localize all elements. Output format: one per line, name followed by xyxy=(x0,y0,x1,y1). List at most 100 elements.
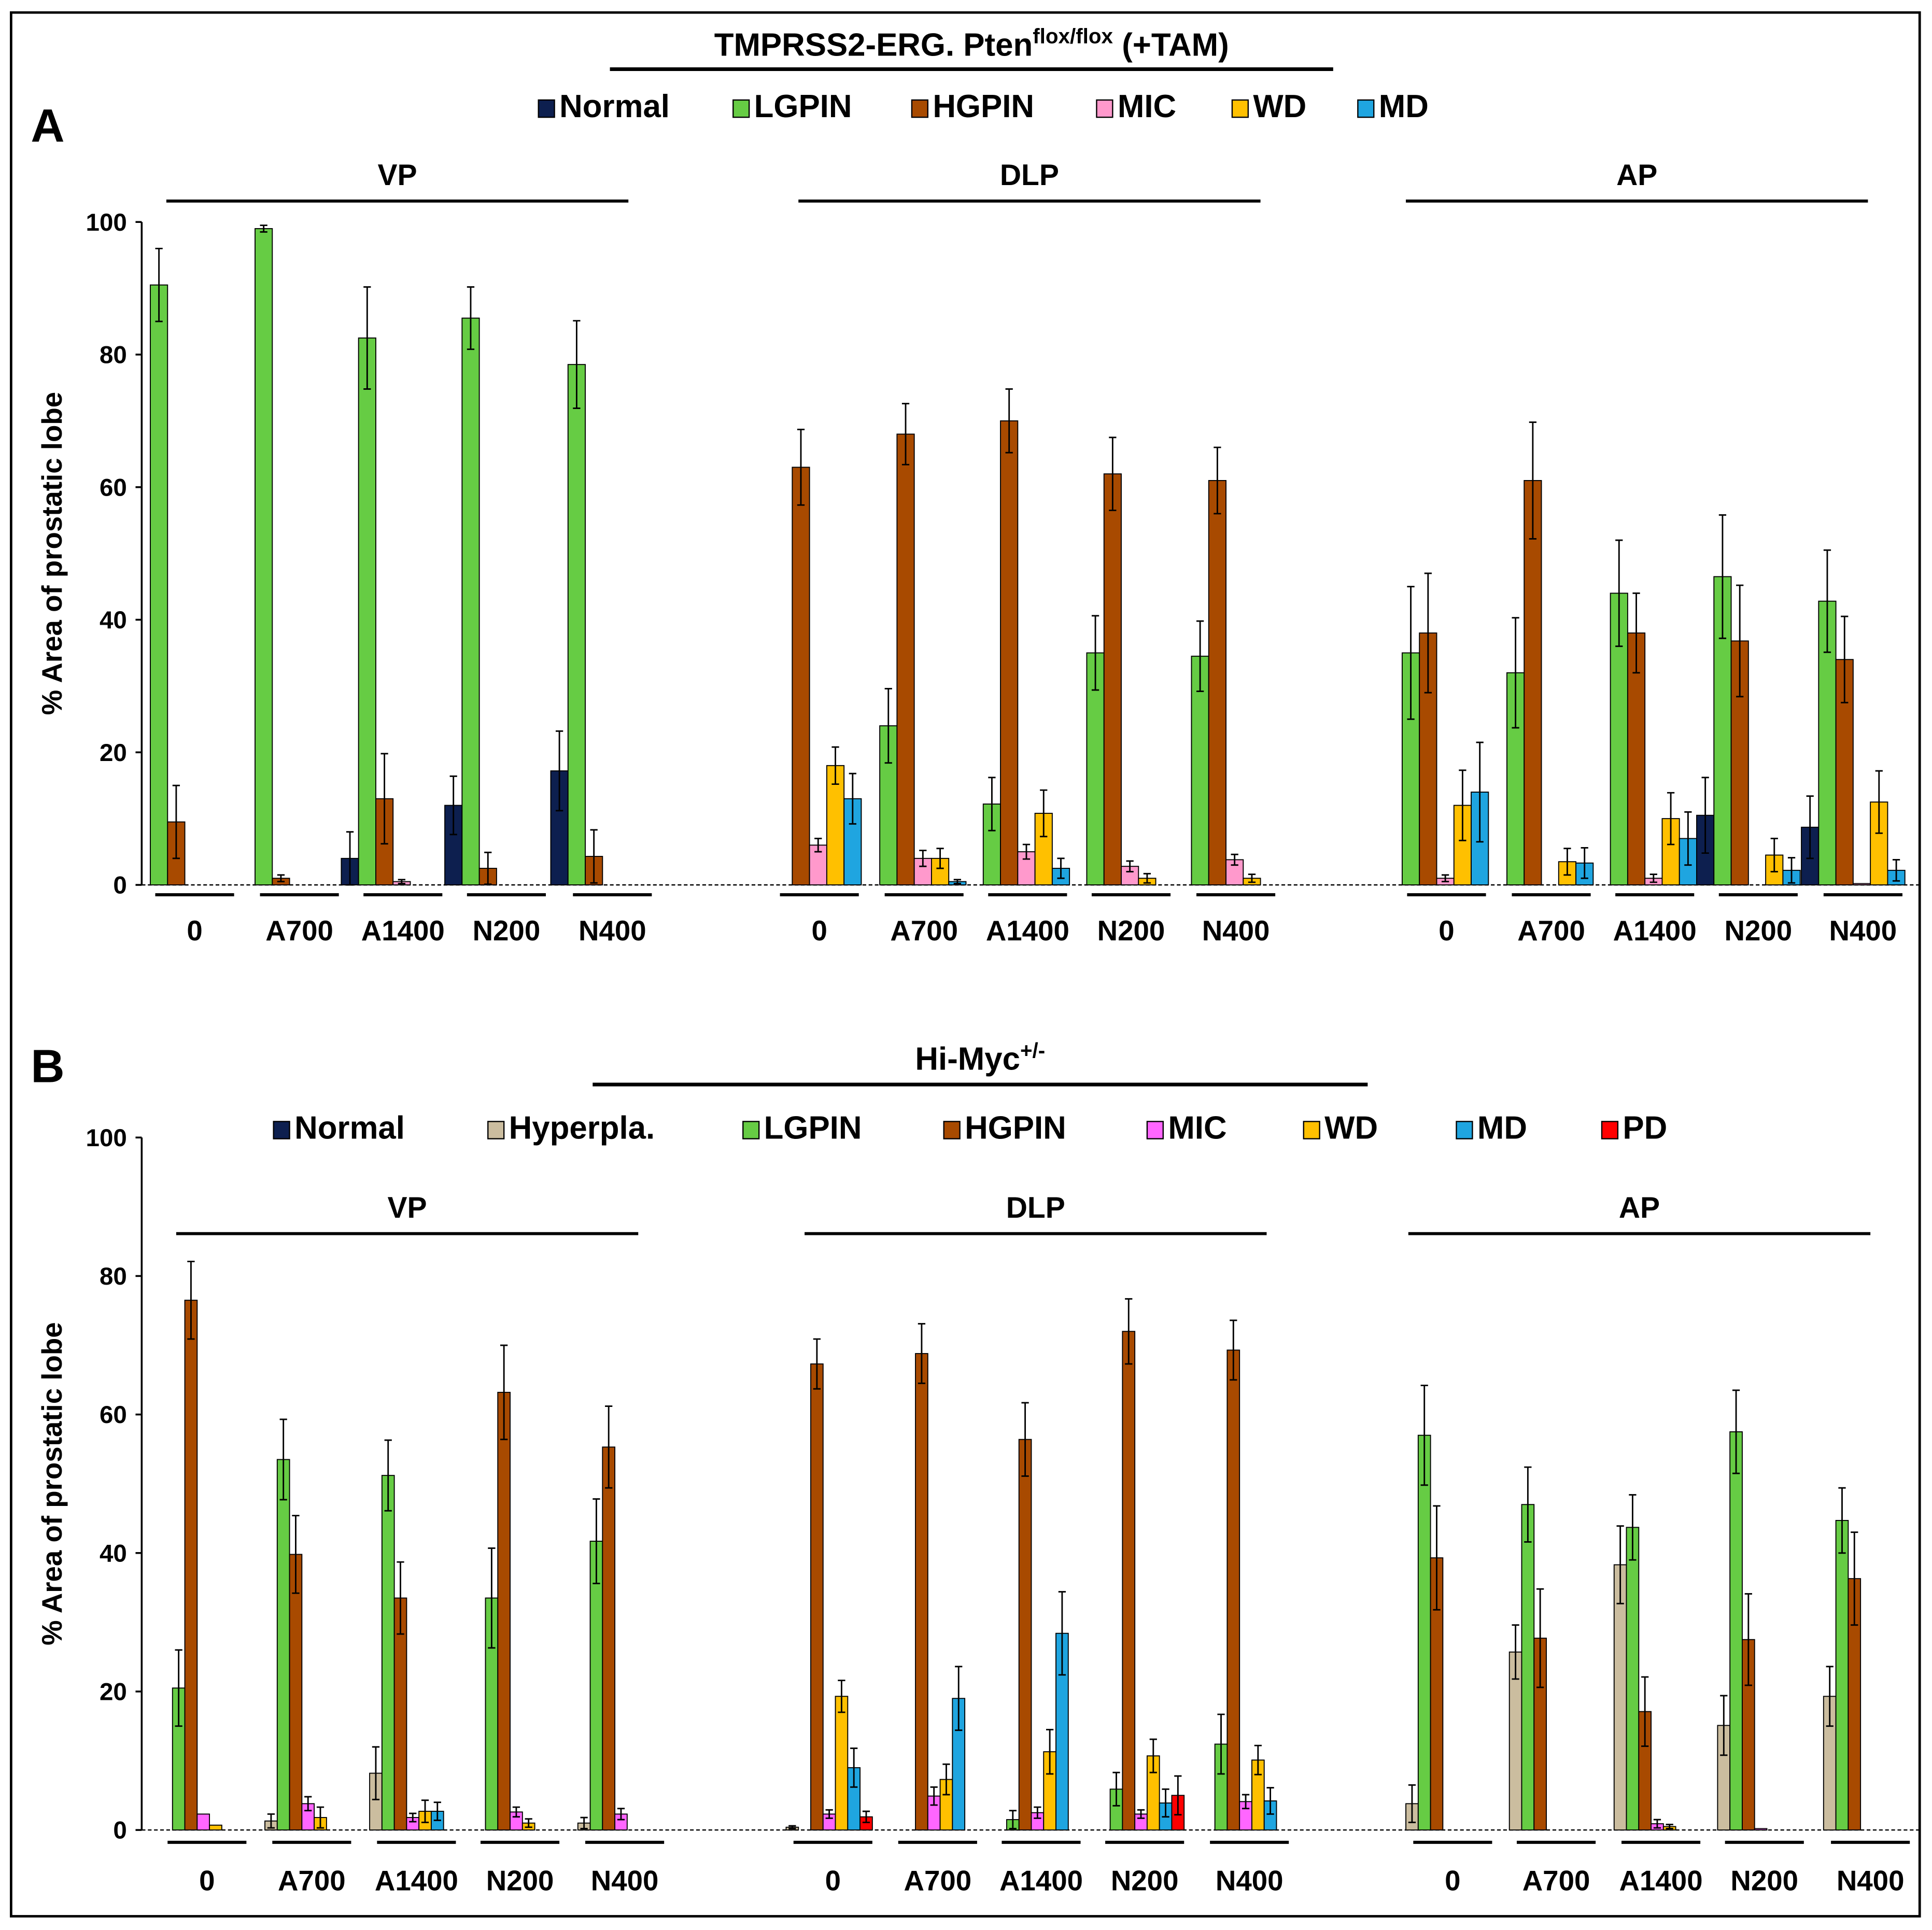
legend-label: LGPIN xyxy=(764,1110,862,1146)
error-bar xyxy=(512,1806,520,1818)
error-bar xyxy=(1826,1666,1834,1727)
error-bar xyxy=(1684,811,1692,866)
error-bar xyxy=(277,874,285,883)
error-bar xyxy=(155,247,163,322)
category-label: N400 xyxy=(1216,1865,1284,1897)
category-label: A1400 xyxy=(361,915,445,947)
error-bar xyxy=(1744,1593,1752,1686)
category-label: A700 xyxy=(1517,915,1585,947)
error-bar xyxy=(1242,1794,1250,1810)
error-bar xyxy=(1720,1695,1728,1756)
error-bar xyxy=(449,775,457,836)
category-label: A1400 xyxy=(986,915,1069,947)
error-bar xyxy=(1021,1402,1029,1477)
bar-lgpin xyxy=(1521,1504,1535,1831)
error-bar xyxy=(1057,857,1065,879)
error-bar xyxy=(484,851,492,885)
lobe-label: DLP xyxy=(1000,159,1059,192)
error-bar xyxy=(988,777,996,832)
bar-hgpin xyxy=(1226,1349,1240,1831)
category-label: N200 xyxy=(1725,915,1793,947)
lobe-label: VP xyxy=(388,1191,427,1224)
error-bar xyxy=(1512,617,1519,729)
legend-swatch-hgpin xyxy=(911,99,929,118)
panel-A: A TMPRSS2-ERG. Ptenflox/flox (+TAM) Normal… xyxy=(31,24,1922,947)
error-bar xyxy=(825,1809,833,1819)
error-bar xyxy=(1512,1624,1519,1680)
error-bar xyxy=(346,831,354,886)
error-bar xyxy=(1841,615,1849,703)
error-bar xyxy=(813,1338,821,1390)
title-main: TMPRSS2-ERG. Pten xyxy=(714,27,1033,63)
bar-hgpin xyxy=(1122,1331,1136,1831)
lobe-ap: AP 0 A700 A1400 N200 N400 xyxy=(1401,159,1906,947)
y-tick-label: 20 xyxy=(100,1679,127,1706)
error-bar xyxy=(279,1418,287,1501)
lobe-dlp: DLP 0 A700 A1400 N200 N400 xyxy=(785,1191,1289,1897)
error-bar xyxy=(918,1323,926,1384)
legend-label: MIC xyxy=(1118,89,1176,124)
category-label: N200 xyxy=(486,1865,554,1897)
error-bar xyxy=(260,224,267,233)
error-bar xyxy=(1476,741,1484,843)
error-bar xyxy=(555,730,563,812)
category-label: A1400 xyxy=(999,1865,1083,1897)
error-bar xyxy=(831,746,839,785)
category-label: 0 xyxy=(825,1865,841,1897)
error-bar xyxy=(1109,436,1117,511)
error-bar xyxy=(488,1547,496,1649)
figure-border xyxy=(10,11,1921,1918)
category-label: A1400 xyxy=(1613,915,1697,947)
panel-title: Hi-Myc+/- xyxy=(915,1038,1045,1077)
error-bar xyxy=(942,1763,950,1796)
panel-title: TMPRSS2-ERG. Ptenflox/flox (+TAM) xyxy=(714,24,1229,63)
error-bar xyxy=(1254,1744,1262,1776)
error-bar xyxy=(1524,1466,1532,1543)
bar-hgpin xyxy=(184,1300,198,1831)
category-label: N200 xyxy=(473,915,541,947)
error-bar xyxy=(1034,1806,1041,1819)
bar-hgpin xyxy=(896,433,915,885)
error-bar xyxy=(1529,421,1537,540)
legend-swatch-lgpin xyxy=(742,1121,760,1139)
error-bar xyxy=(1875,770,1883,834)
legend-swatch-hyperpla xyxy=(487,1121,505,1139)
legend-label: MIC xyxy=(1168,1110,1226,1146)
error-bar xyxy=(172,784,180,860)
error-bar xyxy=(1666,1823,1673,1829)
bar-wd xyxy=(826,765,845,885)
panel-letter: B xyxy=(31,1040,64,1092)
error-bar xyxy=(467,286,475,350)
error-bar xyxy=(593,1498,600,1584)
y-tick-label: 100 xyxy=(86,1124,127,1152)
category-label: 0 xyxy=(811,915,827,947)
legend-label: PD xyxy=(1623,1110,1667,1146)
error-bar xyxy=(1736,584,1744,698)
lobe-label: DLP xyxy=(1006,1191,1065,1224)
legend-label: HGPIN xyxy=(965,1110,1066,1146)
error-bar xyxy=(1806,795,1814,860)
error-bar xyxy=(814,838,822,853)
category-label: 0 xyxy=(199,1865,215,1897)
error-bar xyxy=(1266,1787,1274,1815)
error-bar xyxy=(1718,514,1727,639)
error-bar xyxy=(1214,446,1221,515)
error-bar xyxy=(175,1649,182,1727)
category-label: A700 xyxy=(904,1865,971,1897)
legend-label: WD xyxy=(1324,1110,1378,1146)
error-bar xyxy=(1629,1494,1637,1561)
error-bar xyxy=(1137,1809,1145,1819)
error-bar xyxy=(372,1746,380,1800)
bar-lgpin xyxy=(276,1459,290,1831)
title-superscript: flox/flox xyxy=(1033,24,1113,48)
error-bar xyxy=(862,1810,870,1823)
error-bar xyxy=(316,1806,325,1829)
y-tick-label: 60 xyxy=(100,474,127,501)
bar-hgpin xyxy=(497,1391,511,1831)
error-bar xyxy=(1581,847,1588,879)
bar-hgpin xyxy=(1000,420,1019,885)
error-bar xyxy=(292,1515,300,1594)
bar-hyperpla xyxy=(1613,1564,1627,1831)
error-bar xyxy=(433,1801,441,1821)
error-bar xyxy=(590,829,598,884)
